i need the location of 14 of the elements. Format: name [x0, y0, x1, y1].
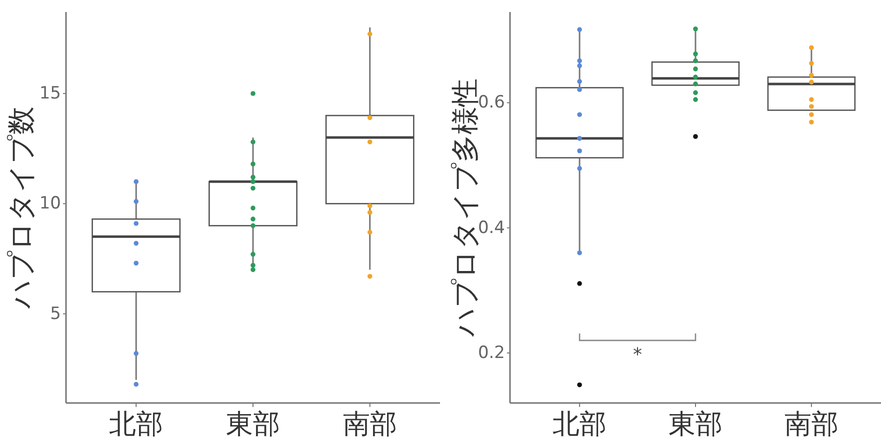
x-tick-label: 東部: [226, 409, 280, 439]
y-tick-label: 0.2: [478, 342, 505, 363]
y-tick-label: 10: [39, 194, 61, 214]
x-tick-label: 南部: [784, 409, 838, 439]
y-tick-label: 15: [39, 84, 61, 104]
y-tick-label: 0.4: [478, 218, 505, 238]
y-tick-label: 0.6: [478, 92, 505, 113]
y-tick-label: 5: [50, 304, 61, 324]
x-tick-label: 南部: [342, 409, 397, 439]
y-axis-title: ハプロタイプ数: [4, 106, 38, 310]
x-tick-label: 東部: [668, 409, 722, 439]
x-tick-label: 北部: [552, 409, 607, 439]
x-tick-label: 北部: [109, 409, 164, 439]
annotation: *: [633, 344, 642, 366]
